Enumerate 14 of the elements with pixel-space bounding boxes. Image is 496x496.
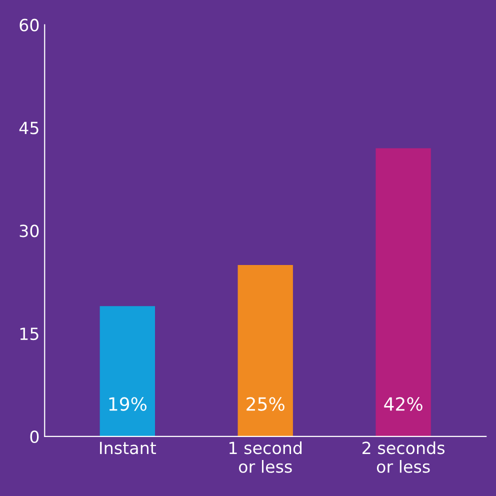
data-label: 19% bbox=[109, 397, 146, 411]
y-tick-label: 15 bbox=[20, 328, 38, 340]
y-tick-label: 45 bbox=[19, 122, 38, 134]
bar bbox=[376, 148, 431, 436]
bar bbox=[100, 306, 155, 436]
x-tick-label: 2 seconds or less bbox=[362, 441, 445, 473]
data-label: 42% bbox=[384, 397, 422, 411]
x-tick-label: 1 second or less bbox=[230, 441, 302, 473]
data-label: 25% bbox=[246, 397, 284, 411]
y-tick-label: 60 bbox=[20, 18, 39, 32]
x-tick-label: Instant bbox=[100, 442, 156, 454]
y-tick-label: 0 bbox=[30, 430, 39, 444]
y-tick-label: 30 bbox=[20, 224, 39, 238]
bar bbox=[238, 264, 293, 436]
